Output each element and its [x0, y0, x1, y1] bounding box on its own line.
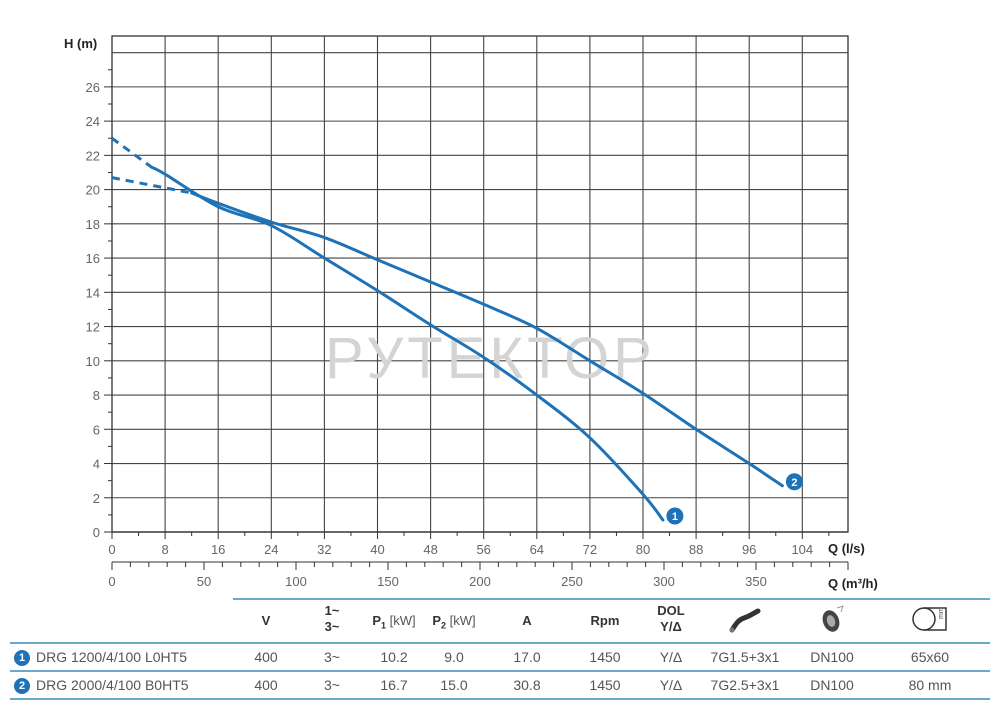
- cell-rpm: 1450: [589, 649, 621, 665]
- header-rpm: Rpm: [590, 613, 620, 628]
- svg-text:24: 24: [264, 542, 278, 557]
- y-axis-title: H (m): [64, 36, 97, 51]
- svg-text:26: 26: [86, 80, 100, 95]
- svg-text:10: 10: [86, 354, 100, 369]
- svg-text:48: 48: [423, 542, 437, 557]
- svg-text:96: 96: [742, 542, 756, 557]
- header-current: A: [522, 613, 532, 628]
- svg-text:32: 32: [317, 542, 331, 557]
- cell-cable: 7G2.5+3x1: [710, 677, 780, 693]
- svg-text:4: 4: [93, 457, 100, 472]
- svg-text:150: 150: [377, 574, 399, 589]
- svg-text:2: 2: [791, 477, 797, 489]
- svg-text:8: 8: [161, 542, 168, 557]
- svg-text:40: 40: [370, 542, 384, 557]
- cell-p1: 10.2: [380, 649, 408, 665]
- svg-text:16: 16: [86, 251, 100, 266]
- svg-text:300: 300: [653, 574, 675, 589]
- curve-badge-1: 1: [14, 650, 30, 666]
- svg-text:56: 56: [476, 542, 490, 557]
- svg-text:80: 80: [636, 542, 650, 557]
- header-phase-bottom: 3~: [324, 619, 340, 634]
- cell-current: 30.8: [513, 677, 541, 693]
- curve-badge-2: 2: [14, 678, 30, 694]
- cell-voltage: 400: [254, 649, 278, 665]
- cell-p2: 9.0: [444, 649, 464, 665]
- svg-text:88: 88: [689, 542, 703, 557]
- svg-text:20: 20: [86, 183, 100, 198]
- x-axis-m3h: 0 50 100 150 200 250 300 350: [108, 561, 849, 589]
- svg-text:64: 64: [530, 542, 544, 557]
- table-header-divider: [10, 642, 990, 644]
- table-row: 2 DRG 2000/4/100 B0HT5 400 3~ 16.7 15.0 3…: [0, 672, 990, 698]
- solids-passage-icon: mm: [905, 606, 955, 635]
- svg-text:200: 200: [469, 574, 491, 589]
- svg-text:50: 50: [197, 574, 211, 589]
- cell-solids: 80 mm: [908, 677, 952, 693]
- cell-start: Y/Δ: [659, 677, 683, 693]
- svg-text:104: 104: [791, 542, 813, 557]
- cell-phase: 3~: [324, 649, 340, 665]
- svg-text:72: 72: [583, 542, 597, 557]
- svg-text:350: 350: [745, 574, 767, 589]
- svg-text:0: 0: [108, 542, 115, 557]
- table-row: 1 DRG 1200/4/100 L0HT5 400 3~ 10.2 9.0 17…: [0, 644, 990, 670]
- svg-text:22: 22: [86, 148, 100, 163]
- cell-rpm: 1450: [589, 677, 621, 693]
- header-voltage: V: [261, 613, 271, 628]
- curve-2: 2: [111, 176, 803, 491]
- cell-solids: 65x60: [910, 649, 950, 665]
- cell-voltage: 400: [254, 677, 278, 693]
- svg-text:16: 16: [211, 542, 225, 557]
- header-p1: P1 [kW]: [372, 613, 416, 631]
- svg-text:18: 18: [86, 217, 100, 232]
- svg-text:2: 2: [93, 491, 100, 506]
- cell-p1: 16.7: [380, 677, 408, 693]
- table-header-row: V 1~ 3~ P1 [kW] P2 [kW] A Rpm DOL Y/Δ: [0, 598, 990, 642]
- x2-axis-title: Q (m³/h): [828, 576, 878, 591]
- table-bottom-border: [10, 698, 990, 700]
- curve-1: 1: [111, 137, 684, 525]
- cell-cable: 7G1.5+3x1: [710, 649, 780, 665]
- svg-text:6: 6: [93, 422, 100, 437]
- svg-text:24: 24: [86, 114, 100, 129]
- x-axis-ls: 0 8 16 24 32 40 48 56 64 72 80 88 96 104: [108, 531, 848, 557]
- cell-p2: 15.0: [440, 677, 468, 693]
- pump-curves: 12: [111, 137, 803, 525]
- svg-text:mm: mm: [938, 607, 945, 619]
- watermark: РУТЕКТОР: [325, 326, 656, 391]
- cell-start: Y/Δ: [659, 649, 683, 665]
- cell-current: 17.0: [513, 649, 541, 665]
- svg-text:0: 0: [93, 525, 100, 540]
- cell-phase: 3~: [324, 677, 340, 693]
- chart-grid: [111, 35, 849, 533]
- svg-text:1: 1: [672, 511, 678, 523]
- svg-text:8: 8: [93, 388, 100, 403]
- header-p2: P2 [kW]: [432, 613, 476, 631]
- svg-text:250: 250: [561, 574, 583, 589]
- x-axis-title: Q (l/s): [828, 541, 865, 556]
- header-phase-top: 1~: [324, 603, 340, 618]
- cell-outlet: DN100: [810, 649, 854, 665]
- header-start: DOL Y/Δ: [657, 603, 685, 634]
- svg-text:14: 14: [86, 285, 100, 300]
- model-name: 1 DRG 1200/4/100 L0HT5: [14, 649, 187, 666]
- header-phase: 1~ 3~: [312, 603, 352, 635]
- svg-text:0: 0: [108, 574, 115, 589]
- curve-marker-2: 2: [785, 473, 803, 491]
- model-name: 2 DRG 2000/4/100 B0HT5: [14, 677, 189, 694]
- table-top-border: [233, 598, 990, 600]
- flange-outlet-icon: [812, 604, 852, 637]
- svg-text:12: 12: [86, 320, 100, 335]
- table-row-divider: [10, 670, 990, 672]
- svg-text:100: 100: [285, 574, 307, 589]
- curve-marker-1: 1: [666, 507, 684, 525]
- cable-icon: [725, 606, 765, 637]
- cell-outlet: DN100: [810, 677, 854, 693]
